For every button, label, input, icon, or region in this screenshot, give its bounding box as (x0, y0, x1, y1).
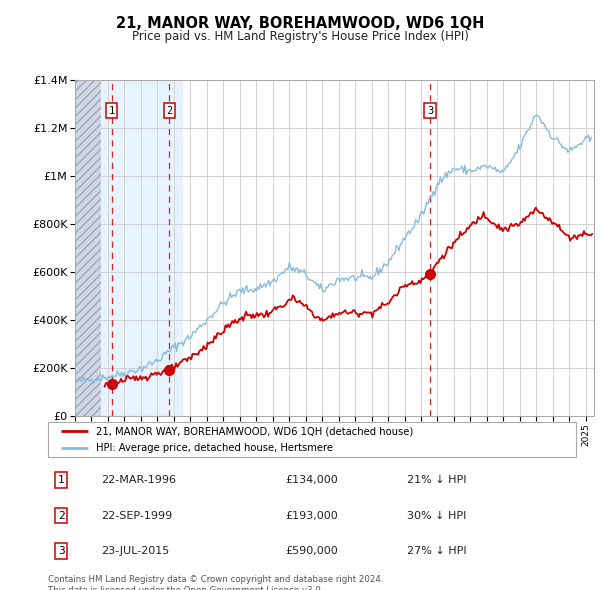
Text: HPI: Average price, detached house, Hertsmere: HPI: Average price, detached house, Hert… (95, 442, 332, 453)
Bar (75, 80, 101, 416)
Text: 22-SEP-1999: 22-SEP-1999 (101, 511, 172, 520)
Text: 22-MAR-1996: 22-MAR-1996 (101, 476, 176, 485)
Text: 2: 2 (166, 106, 172, 116)
Text: 21, MANOR WAY, BOREHAMWOOD, WD6 1QH (detached house): 21, MANOR WAY, BOREHAMWOOD, WD6 1QH (det… (95, 427, 413, 437)
Text: 27% ↓ HPI: 27% ↓ HPI (407, 546, 467, 556)
Text: £134,000: £134,000 (286, 476, 338, 485)
Text: 3: 3 (427, 106, 433, 116)
Text: £193,000: £193,000 (286, 511, 338, 520)
Text: 3: 3 (58, 546, 65, 556)
Text: 23-JUL-2015: 23-JUL-2015 (101, 546, 169, 556)
FancyBboxPatch shape (48, 422, 576, 457)
Text: Price paid vs. HM Land Registry's House Price Index (HPI): Price paid vs. HM Land Registry's House … (131, 30, 469, 43)
Text: £590,000: £590,000 (286, 546, 338, 556)
Text: 1: 1 (58, 476, 65, 485)
Text: 2: 2 (58, 511, 65, 520)
Text: 1: 1 (109, 106, 115, 116)
Text: 30% ↓ HPI: 30% ↓ HPI (407, 511, 466, 520)
Bar (75, 80, 182, 416)
Text: 21, MANOR WAY, BOREHAMWOOD, WD6 1QH: 21, MANOR WAY, BOREHAMWOOD, WD6 1QH (116, 16, 484, 31)
Text: 21% ↓ HPI: 21% ↓ HPI (407, 476, 467, 485)
Text: Contains HM Land Registry data © Crown copyright and database right 2024.
This d: Contains HM Land Registry data © Crown c… (48, 575, 383, 590)
